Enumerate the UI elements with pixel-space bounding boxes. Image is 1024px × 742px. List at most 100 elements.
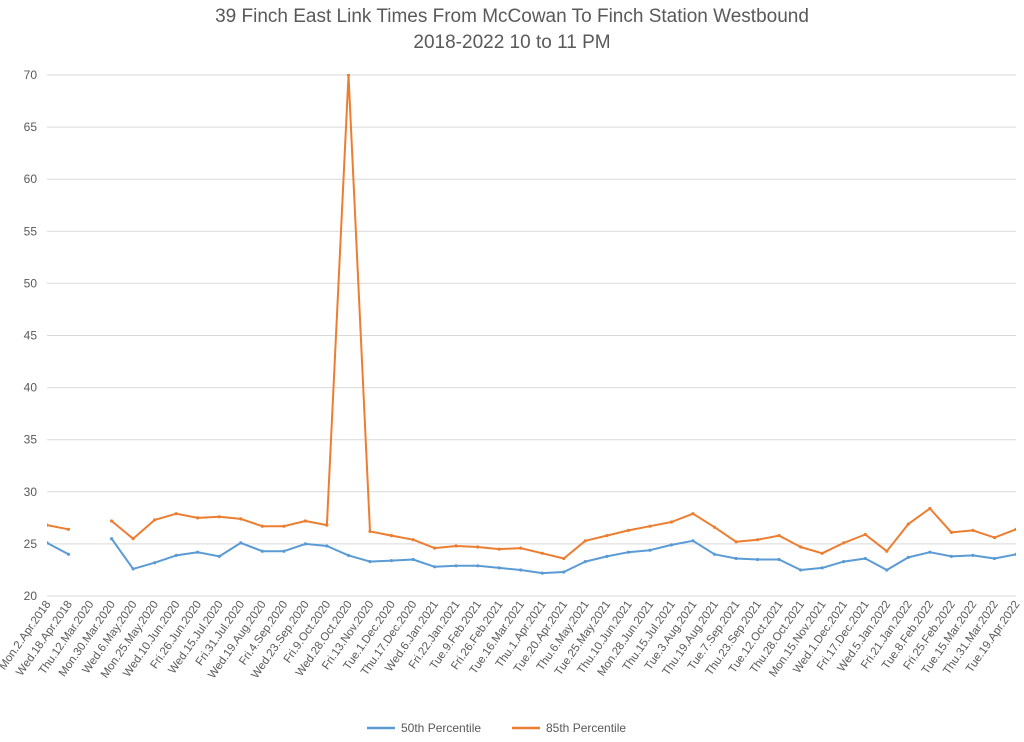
series-lines (47, 74, 1016, 575)
data-point (971, 553, 975, 558)
data-point (971, 528, 975, 533)
data-point (433, 565, 437, 569)
data-point (389, 559, 394, 563)
data-point (669, 543, 674, 547)
data-point (217, 554, 221, 559)
data-point (1014, 527, 1016, 531)
data-point (47, 541, 49, 545)
data-point (47, 523, 49, 527)
data-point (648, 524, 652, 528)
data-point (239, 517, 243, 521)
data-point (712, 525, 717, 529)
data-point (196, 550, 200, 554)
series-line-85th (47, 74, 1016, 560)
data-point (626, 528, 631, 533)
data-point (454, 544, 458, 548)
data-point (497, 566, 501, 570)
data-point (110, 537, 114, 541)
y-tick-label: 70 (24, 68, 38, 82)
data-point (756, 557, 760, 562)
y-tick-label: 65 (24, 120, 38, 134)
legend-label: 85th Percentile (546, 721, 626, 735)
gridlines (47, 74, 1016, 597)
data-point (928, 506, 932, 511)
data-point (863, 556, 867, 561)
data-point (799, 545, 803, 549)
data-point (174, 512, 178, 516)
data-point (777, 534, 781, 538)
chart-title: 39 Finch East Link Times From McCowan To… (215, 6, 809, 27)
legend-item: 50th Percentile (367, 721, 481, 735)
data-point (863, 532, 867, 537)
data-point (411, 538, 415, 542)
data-point (497, 547, 501, 551)
data-point (583, 539, 587, 543)
data-point (626, 550, 631, 554)
data-point (217, 515, 221, 519)
y-tick-label: 60 (24, 172, 38, 186)
data-point (669, 520, 674, 524)
data-point (820, 566, 824, 570)
data-point (777, 557, 781, 562)
data-point (605, 554, 609, 559)
data-point (66, 527, 71, 531)
data-point (454, 564, 458, 568)
data-point (282, 524, 286, 528)
data-point (196, 516, 200, 520)
data-point (648, 548, 652, 552)
y-tick-label: 20 (24, 589, 38, 603)
data-point (174, 553, 178, 558)
data-point (562, 556, 566, 561)
data-point (949, 530, 954, 535)
data-point (411, 557, 415, 562)
data-point (691, 539, 695, 543)
data-point (346, 74, 351, 77)
data-point (131, 537, 135, 541)
data-point (799, 568, 803, 572)
y-tick-label: 45 (24, 329, 38, 343)
data-point (562, 570, 566, 574)
data-point (928, 550, 932, 554)
data-point (734, 556, 738, 561)
y-tick-label: 35 (24, 433, 38, 447)
data-point (540, 551, 544, 555)
data-point (756, 538, 760, 542)
data-point (906, 522, 910, 526)
y-tick-label: 30 (24, 485, 38, 499)
data-point (325, 523, 329, 527)
data-point (605, 534, 609, 538)
data-point (260, 524, 264, 528)
data-point (583, 560, 587, 564)
data-point (476, 564, 480, 568)
data-point (540, 571, 544, 575)
data-point (66, 552, 71, 556)
data-point (992, 536, 997, 540)
legend-item: 85th Percentile (512, 721, 626, 735)
legend: 50th Percentile 85th Percentile (367, 721, 626, 735)
data-point (949, 554, 954, 559)
data-point (389, 534, 394, 538)
data-point (368, 529, 372, 534)
data-point (303, 542, 307, 546)
data-point (885, 549, 889, 553)
y-axis: 20 25 30 35 40 45 50 55 60 65 70 (24, 68, 38, 603)
data-point (691, 512, 695, 516)
data-point (820, 551, 824, 555)
y-tick-label: 55 (24, 224, 38, 238)
legend-label: 50th Percentile (401, 721, 481, 735)
data-point (325, 544, 329, 548)
data-point (282, 549, 286, 553)
data-point (153, 561, 157, 565)
data-point (368, 560, 372, 564)
data-point (131, 567, 135, 571)
data-point (260, 549, 264, 553)
data-point (842, 560, 846, 564)
data-point (519, 546, 523, 550)
data-point (239, 541, 243, 545)
data-point (346, 553, 351, 558)
chart-subtitle: 2018-2022 10 to 11 PM (413, 32, 611, 53)
data-point (906, 555, 910, 560)
x-axis: Mon.2.Apr.2018Wed.18.Apr.2018Thu.12.Mar.… (0, 599, 1022, 681)
data-point (433, 546, 437, 550)
